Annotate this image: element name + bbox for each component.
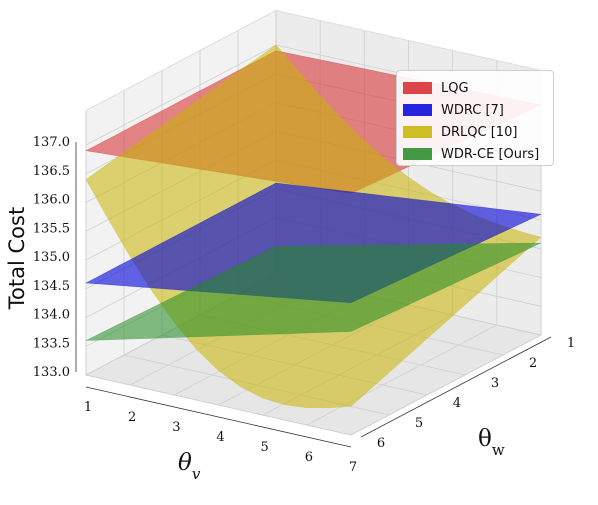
x-tick-label-4: 5: [261, 440, 269, 455]
z-tick-label-3: 134.5: [33, 279, 70, 294]
legend: LQG WDRC [7] DRLQC [10] WDR-CE [Ours]: [396, 70, 554, 166]
x-axis-line: [85, 386, 352, 448]
x-tick-label-5: 6: [305, 450, 313, 465]
y-tick-label-2: 3: [491, 376, 499, 391]
legend-item-drlqc: DRLQC [10]: [403, 121, 547, 143]
y-tick-label-0: 1: [567, 336, 575, 351]
legend-item-wdrce: WDR-CE [Ours]: [403, 143, 547, 165]
x-tick-label-3: 4: [216, 430, 224, 445]
legend-label-lqg: LQG: [441, 80, 469, 96]
x-axis-label: θv: [178, 450, 201, 483]
legend-item-lqg: LQG: [403, 77, 547, 99]
legend-label-wdrce: WDR-CE [Ours]: [441, 146, 540, 162]
y-axis-label-subscript: w: [492, 441, 505, 459]
z-tick-label-0: 133.0: [33, 365, 70, 380]
legend-swatch-wdrce: [403, 148, 432, 160]
legend-swatch-drlqc: [403, 126, 432, 138]
x-tick-label-6: 7: [349, 460, 357, 475]
y-axis-label: θw: [478, 426, 505, 459]
x-axis-label-subscript: v: [192, 465, 201, 483]
y-axis-line: [360, 336, 552, 438]
z-tick-label-5: 135.5: [33, 221, 70, 236]
x-tick-label-2: 3: [172, 420, 180, 435]
z-tick-label-4: 135.0: [33, 250, 70, 265]
legend-item-wdrc: WDRC [7]: [403, 99, 547, 121]
y-grid-line-5: [85, 110, 352, 436]
z-tick-label-7: 136.5: [33, 164, 70, 179]
surface-wdr-ce-ours: [85, 242, 542, 341]
z-tick-label-1: 133.5: [33, 336, 70, 351]
y-tick-label-1: 2: [529, 356, 537, 371]
legend-label-wdrc: WDRC [7]: [441, 102, 504, 118]
y-tick-label-3: 4: [453, 396, 461, 411]
z-tick-label-6: 136.0: [33, 193, 70, 208]
legend-swatch-lqg: [403, 82, 432, 94]
z-tick-label-2: 134.0: [33, 308, 70, 323]
x-tick-label-0: 1: [84, 400, 92, 415]
legend-swatch-wdrc: [403, 104, 432, 116]
y-tick-label-5: 6: [377, 436, 385, 451]
z-tick-label-8: 137.0: [33, 135, 70, 150]
x-tick-label-1: 2: [128, 410, 136, 425]
z-axis-label: Total Cost: [5, 207, 29, 310]
legend-label-drlqc: DRLQC [10]: [441, 124, 518, 140]
y-tick-label-4: 5: [415, 416, 423, 431]
